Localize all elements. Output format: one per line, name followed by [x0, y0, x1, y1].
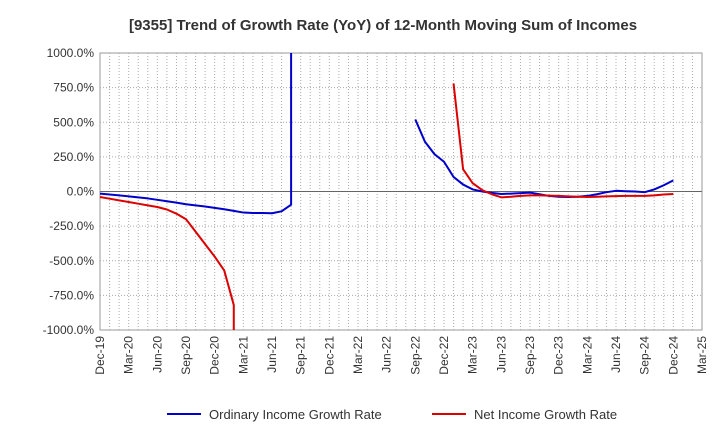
y-tick-label: -500.0%: [49, 254, 94, 268]
legend-label: Net Income Growth Rate: [474, 407, 617, 422]
x-tick-label: Jun-22: [380, 336, 394, 373]
legend-label: Ordinary Income Growth Rate: [209, 407, 382, 422]
y-tick-label: -750.0%: [49, 288, 94, 302]
y-tick-label: 0.0%: [67, 185, 95, 199]
x-tick-label: Sep-22: [408, 336, 422, 375]
x-tick-label: Mar-23: [466, 336, 480, 374]
x-tick-label: Dec-20: [208, 336, 222, 375]
chart-title: [9355] Trend of Growth Rate (YoY) of 12-…: [129, 17, 637, 34]
x-tick-label: Sep-24: [638, 336, 652, 375]
x-tick-label: Sep-20: [179, 336, 193, 375]
x-tick-label: Jun-20: [150, 336, 164, 373]
y-axis-tick-labels: 1000.0% 750.0% 500.0% 250.0% 0.0% -250.0% -500…: [43, 46, 95, 337]
x-tick-label: Dec-22: [437, 336, 451, 375]
y-tick-label: 750.0%: [53, 81, 94, 95]
y-tick-label: -250.0%: [49, 219, 94, 233]
legend: Ordinary Income Growth Rate Net Income Gr…: [167, 407, 617, 422]
x-tick-label: Mar-25: [695, 336, 709, 374]
x-tick-label: Sep-21: [294, 336, 308, 375]
x-tick-label: Mar-20: [122, 336, 136, 374]
x-tick-label: Jun-23: [494, 336, 508, 373]
series-lines: [99, 53, 674, 330]
x-tick-label: Mar-22: [351, 336, 365, 374]
y-tick-label: 250.0%: [53, 150, 94, 164]
x-tick-label: Dec-19: [93, 336, 107, 375]
series-line: [99, 83, 674, 330]
x-tick-label: Mar-21: [236, 336, 250, 374]
x-tick-label: Sep-23: [523, 336, 537, 375]
y-tick-label: 500.0%: [53, 115, 94, 129]
x-tick-label: Dec-24: [666, 336, 680, 375]
y-tick-label: -1000.0%: [43, 323, 95, 337]
y-tick-label: 1000.0%: [47, 46, 95, 60]
x-tick-label: Jun-24: [609, 336, 623, 373]
x-tick-label: Dec-23: [552, 336, 566, 375]
x-tick-label: Jun-21: [265, 336, 279, 373]
x-axis-tick-labels: Dec-19 Mar-20 Jun-20 Sep-20 Dec-20 Mar-21 Jun-…: [93, 336, 709, 375]
x-tick-label: Mar-24: [580, 336, 594, 374]
x-tick-label: Dec-21: [322, 336, 336, 375]
